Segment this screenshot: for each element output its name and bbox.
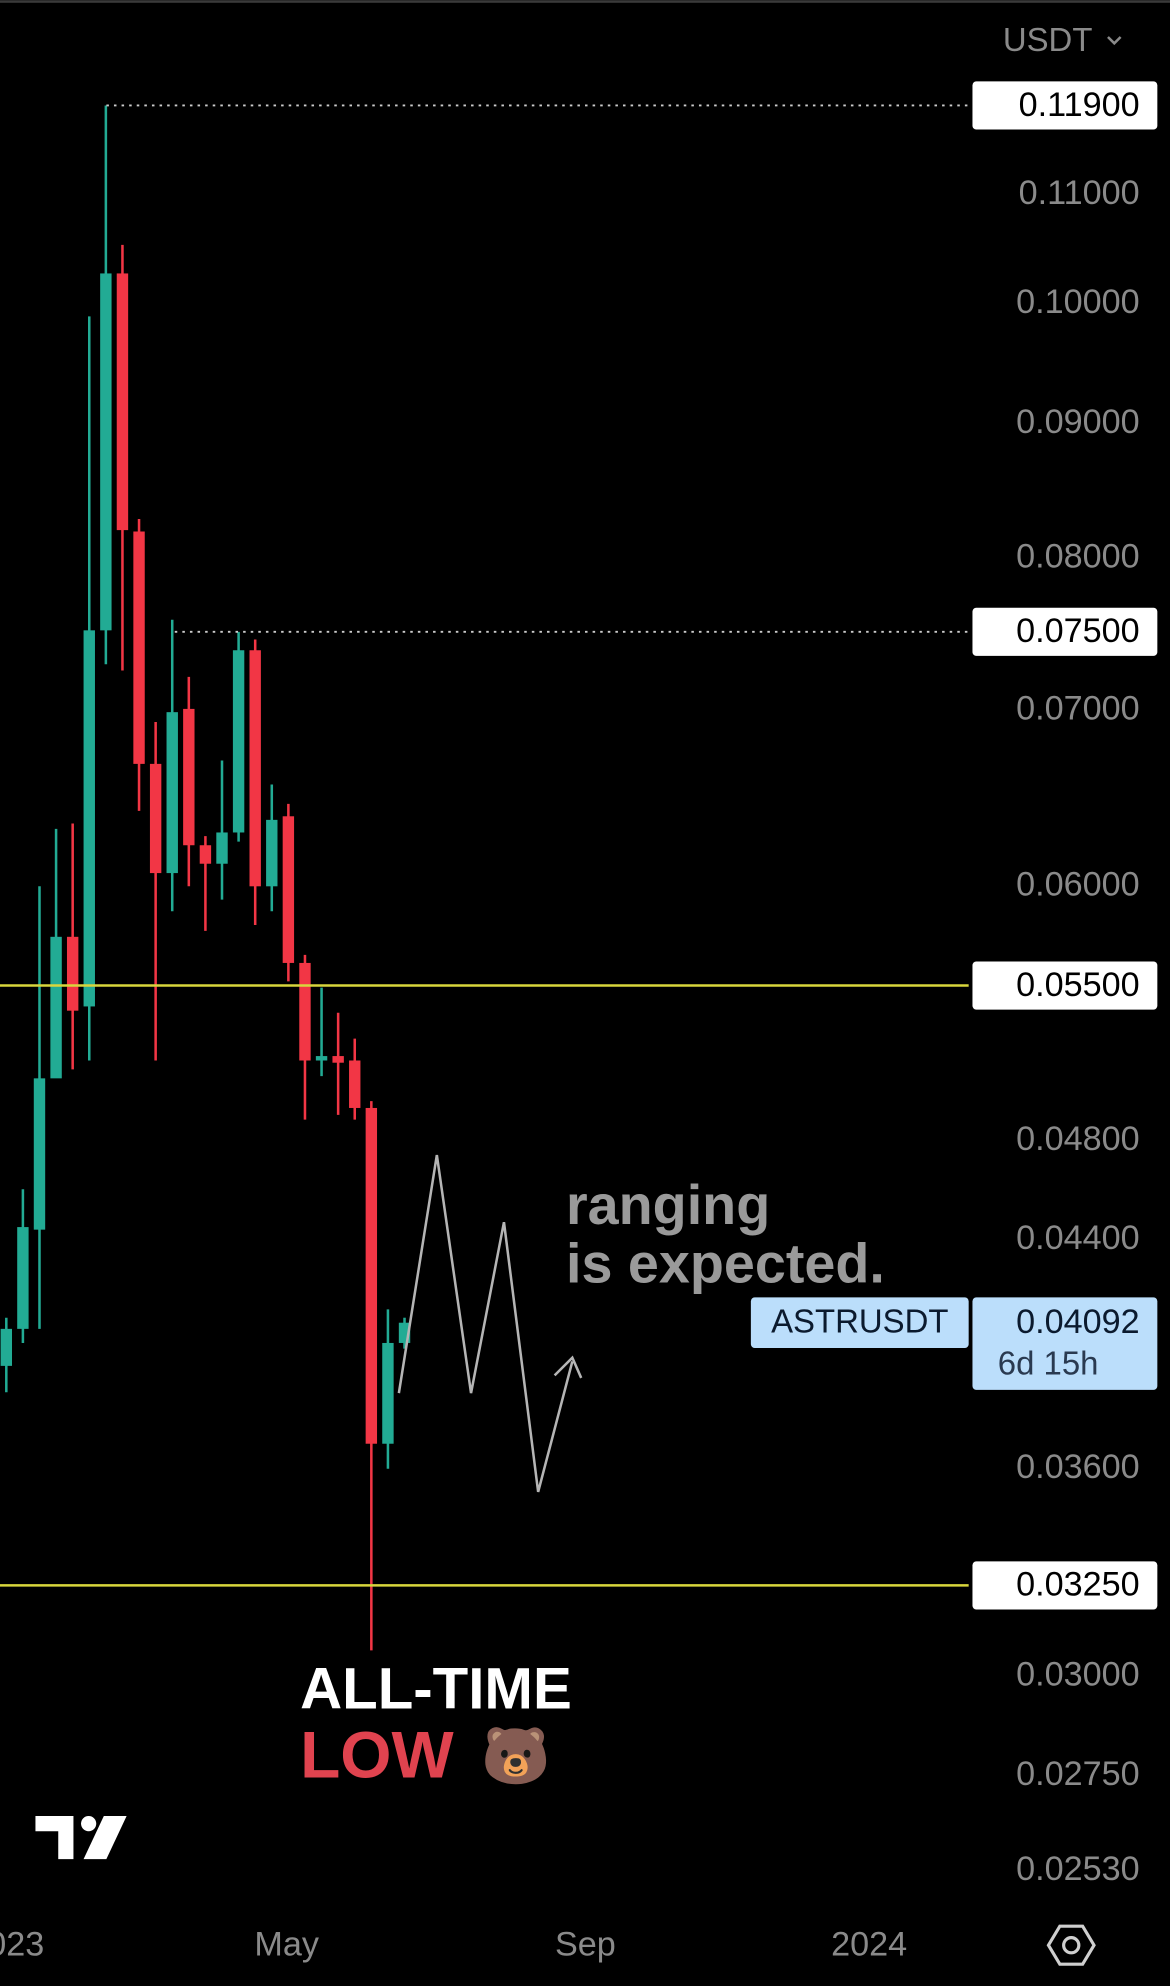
candle-body xyxy=(166,712,178,874)
annotation-emoji: 🐻 xyxy=(481,1722,550,1788)
price-label: 0.11900 xyxy=(1019,86,1140,124)
price-label: 0.07500 xyxy=(1016,612,1140,650)
x-tick-label: May xyxy=(254,1926,319,1964)
price-label-box xyxy=(972,1561,1158,1610)
candle-body xyxy=(299,962,311,1061)
y-tick-label: 0.04400 xyxy=(1016,1219,1140,1257)
last-price-label: 0.04092 xyxy=(1016,1303,1140,1341)
candle-body xyxy=(17,1227,29,1329)
y-tick-label: 0.04800 xyxy=(1016,1120,1140,1158)
top-border xyxy=(0,0,1170,3)
price-label-box xyxy=(972,961,1158,1010)
candle-body xyxy=(332,1056,344,1063)
countdown-label: 6d 15h xyxy=(998,1344,1099,1381)
logo xyxy=(35,1816,127,1860)
y-tick-label: 0.09000 xyxy=(1016,403,1140,441)
y-tick-label: 0.10000 xyxy=(1016,283,1140,321)
y-tick-label: 0.02750 xyxy=(1016,1755,1140,1793)
candle-body xyxy=(249,650,261,887)
candle-body xyxy=(100,273,112,631)
annotation-text: is expected. xyxy=(566,1232,885,1294)
candle-body xyxy=(83,630,95,1007)
candle-body xyxy=(50,936,62,1079)
candle-body xyxy=(282,816,295,963)
settings-icon[interactable] xyxy=(1046,1924,1096,1966)
candle-body xyxy=(33,1078,46,1230)
annotation-text: ALL-TIME xyxy=(300,1657,572,1722)
y-tick-label: 0.07000 xyxy=(1016,690,1140,728)
y-tick-label: 0.03000 xyxy=(1016,1656,1140,1694)
currency-selector[interactable]: USDT xyxy=(1003,21,1093,58)
candle-body xyxy=(365,1107,378,1444)
y-tick-label: 0.08000 xyxy=(1016,537,1140,575)
symbol-label: ASTRUSDT xyxy=(771,1303,948,1340)
chevron-icon[interactable] xyxy=(1107,36,1122,46)
candle-body xyxy=(116,273,129,531)
y-tick-label: 0.06000 xyxy=(1016,865,1140,903)
projection-arrow xyxy=(397,1154,583,1493)
annotation-text: LOW xyxy=(300,1718,454,1792)
candle-body xyxy=(183,708,195,846)
candle-body xyxy=(349,1060,361,1108)
candle-body xyxy=(199,845,212,864)
x-tick-label: 2024 xyxy=(831,1926,907,1964)
price-label: 0.03250 xyxy=(1016,1566,1140,1604)
x-tick-label: 2023 xyxy=(0,1926,44,1964)
x-tick-label: Sep xyxy=(555,1926,616,1964)
candle-body xyxy=(0,1328,13,1366)
y-tick-label: 0.02530 xyxy=(1016,1850,1140,1888)
symbol-box xyxy=(750,1297,969,1349)
candle-body xyxy=(398,1322,411,1343)
candle-body xyxy=(266,819,278,887)
candle-body xyxy=(133,531,145,764)
candle-body xyxy=(382,1342,394,1444)
candle-body xyxy=(66,936,79,1011)
y-tick-label: 0.11000 xyxy=(1019,174,1140,212)
price-label-box xyxy=(972,81,1158,130)
candle-body xyxy=(232,650,245,833)
plot-area xyxy=(0,105,974,1918)
candle-body xyxy=(149,763,162,874)
candle-body xyxy=(315,1056,328,1061)
price-label-box xyxy=(972,607,1158,656)
candle-body xyxy=(216,832,228,864)
last-price-box xyxy=(972,1297,1158,1390)
annotation-text: ranging xyxy=(566,1174,770,1236)
price-label: 0.05500 xyxy=(1016,966,1140,1004)
y-tick-label: 0.03600 xyxy=(1016,1448,1140,1486)
